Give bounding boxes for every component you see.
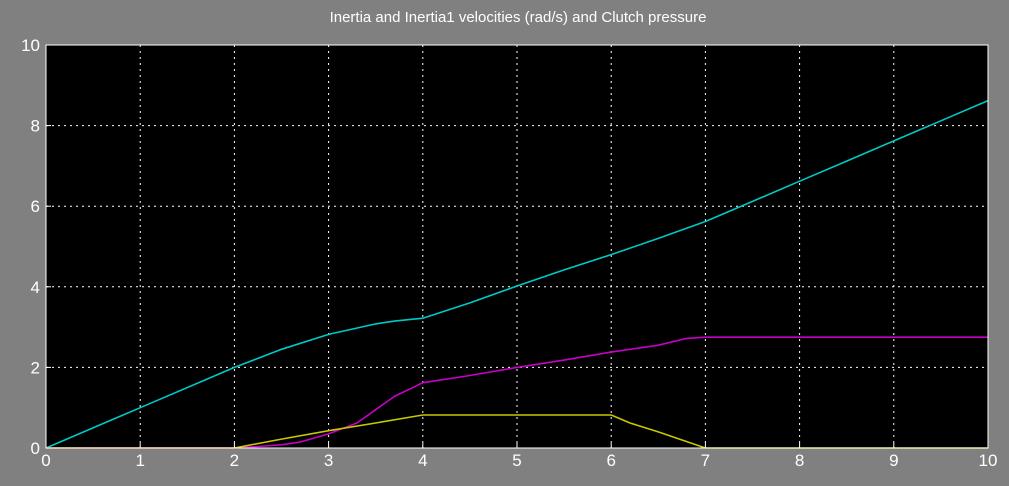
x-tick-label-10: 10 [979,451,998,470]
series-line-0 [45,99,989,449]
x-tick-label-6: 6 [606,451,615,470]
x-tick-label-9: 9 [889,451,898,470]
x-tick-label-0: 0 [41,451,50,470]
y-tick-label-1: 2 [31,358,40,377]
chart-title: Inertia and Inertia1 velocities (rad/s) … [330,9,707,26]
y-tick-label-2: 4 [31,278,40,297]
y-tick-label-4: 8 [31,117,40,136]
x-axis-ticks: 0 1 2 3 4 5 6 7 8 9 10 [41,443,997,470]
grid [46,45,988,448]
y-tick-label-0: 0 [31,439,40,458]
x-tick-label-4: 4 [418,451,427,470]
x-tick-label-1: 1 [135,451,144,470]
x-tick-label-3: 3 [324,451,333,470]
y-axis-ticks: 0 2 4 6 8 10 [21,36,51,458]
series-line-1 [46,336,988,449]
x-tick-label-2: 2 [230,451,239,470]
x-tick-label-7: 7 [701,451,710,470]
x-tick-label-8: 8 [795,451,804,470]
y-tick-label-3: 6 [31,197,40,216]
x-tick-label-5: 5 [512,451,521,470]
y-tick-label-5: 10 [21,36,40,55]
